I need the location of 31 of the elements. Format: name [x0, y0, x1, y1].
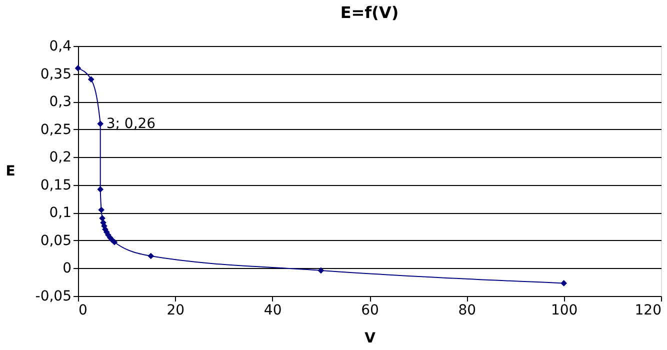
point	[74, 65, 82, 72]
y-tick-label: 0,35	[40, 66, 72, 82]
x-tick-label: 60	[361, 302, 379, 318]
y-tick-label: -0,05	[35, 288, 72, 304]
point	[111, 238, 118, 246]
point	[560, 280, 567, 286]
y-tick-label: 0,3	[49, 94, 72, 110]
x-axis-title: V	[364, 330, 376, 346]
point	[98, 206, 104, 214]
x-tick-label: 100	[550, 302, 578, 318]
point	[97, 186, 104, 192]
point	[318, 267, 324, 274]
y-tick-label: 0,1	[49, 205, 72, 222]
x-tick-label: 80	[458, 302, 476, 318]
point	[88, 76, 94, 82]
x-tick-label: 0	[78, 302, 88, 318]
point	[148, 252, 154, 260]
x-tick-label: 40	[264, 302, 282, 318]
y-tick-label: 0	[62, 260, 72, 277]
chart-title: E=f(V)	[340, 3, 399, 22]
annotation: 3; 0,26	[106, 116, 156, 132]
y-tick-label: 0,4	[49, 38, 72, 54]
y-tick-label: 0,2	[49, 150, 72, 166]
y-tick-label: 0,05	[40, 232, 72, 249]
point	[97, 120, 104, 127]
x-tick-label: 120	[634, 302, 662, 318]
point	[99, 215, 106, 222]
y-axis-title: E	[6, 164, 16, 180]
y-tick-label: 0,25	[40, 122, 72, 138]
y-tick-label: 0,15	[40, 177, 72, 194]
x-tick-label: 20	[166, 302, 185, 318]
